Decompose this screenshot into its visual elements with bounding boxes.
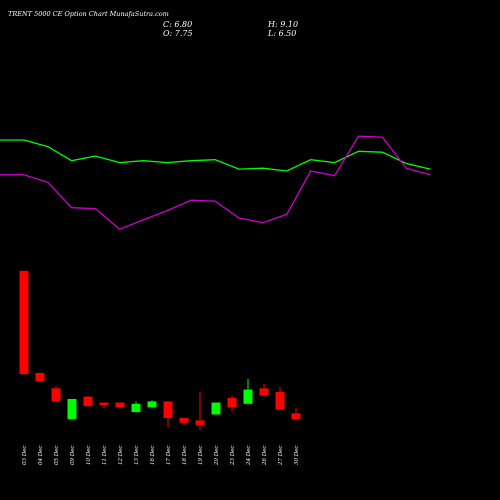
x-tick-label: 04 Dec <box>38 446 44 466</box>
lower-indicator-line <box>0 135 431 231</box>
candle-body <box>35 372 45 382</box>
candle-body <box>275 391 285 410</box>
x-tick-label: 09 Dec <box>70 446 76 466</box>
candle-body <box>243 389 253 404</box>
x-tick-label: 30 Dec <box>294 446 300 466</box>
x-tick-label: 27 Dec <box>278 446 284 467</box>
candle-body <box>115 402 125 408</box>
candle-body <box>163 401 173 419</box>
x-tick-label: 10 Dec <box>86 446 92 466</box>
candle-body <box>19 270 29 375</box>
candle-body <box>147 401 157 408</box>
close-value: C: 6.80 <box>163 20 192 29</box>
x-tick-label: 13 Dec <box>134 446 140 466</box>
upper-indicator-line <box>0 139 431 172</box>
high-value: H: 9.10 <box>267 20 298 29</box>
candle-body <box>131 403 141 413</box>
candles-group <box>19 270 301 430</box>
candle-body <box>291 413 301 420</box>
x-tick-label: 05 Dec <box>54 446 60 466</box>
x-tick-label: 16 Dec <box>150 446 156 466</box>
x-axis-ticks: 03 Dec 04 Dec 05 Dec 09 Dec 10 Dec 11 Dec 12 D… <box>22 446 300 467</box>
x-tick-label: 23 Dec <box>230 446 236 467</box>
x-tick-label: 12 Dec <box>118 446 124 466</box>
x-tick-label: 26 Dec <box>262 446 268 467</box>
x-tick-label: 19 Dec <box>198 446 204 466</box>
candle-body <box>67 399 77 420</box>
low-value: L: 6.50 <box>267 29 296 38</box>
chart-title: TRENT 5000 CE Option Chart MunafaSutra.c… <box>8 10 169 18</box>
candle-body <box>195 420 205 426</box>
open-value: O: 7.75 <box>163 29 193 38</box>
x-tick-label: 11 Dec <box>102 446 108 466</box>
candle-body <box>51 388 61 402</box>
candle-body <box>83 396 93 407</box>
x-tick-label: 24 Dec <box>246 446 252 467</box>
candle-body <box>99 402 109 405</box>
x-tick-label: 20 Dec <box>214 446 220 467</box>
indicator-lines <box>0 135 431 231</box>
candle-body <box>259 388 269 396</box>
candle-body <box>179 418 189 423</box>
candle-body <box>227 397 237 408</box>
x-tick-label: 17 Dec <box>166 446 172 466</box>
candle-body <box>211 402 221 415</box>
x-tick-label: 03 Dec <box>22 446 28 466</box>
x-tick-label: 18 Dec <box>182 446 188 466</box>
